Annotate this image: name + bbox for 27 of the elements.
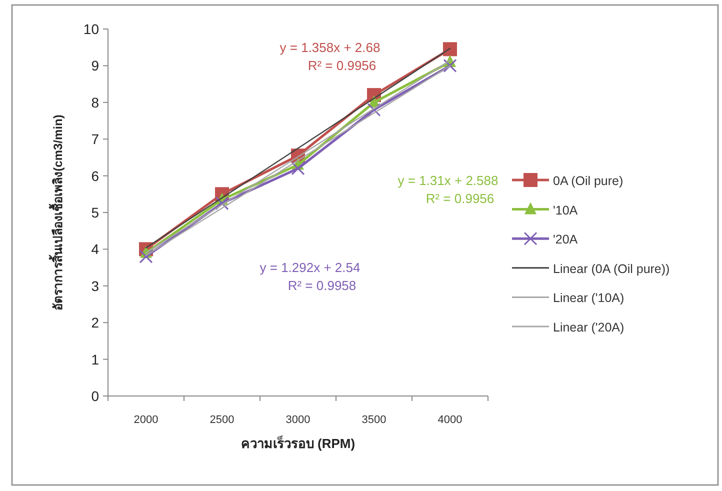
legend-label: Linear (0A (Oil pure)) <box>553 262 670 276</box>
x-tick-label: 3500 <box>362 414 386 426</box>
y-tick-label: 4 <box>91 241 100 258</box>
y-tick-label: 5 <box>91 204 100 220</box>
y-tick-label: 7 <box>91 131 100 148</box>
y-tick-label: 2 <box>91 314 100 331</box>
y-tick-label: 0 <box>91 388 100 404</box>
x-axis-title: ความเร็วรอบ (RPM) <box>240 434 356 451</box>
y-tick-label: 10 <box>83 21 100 37</box>
y-tick-label: 9 <box>91 58 100 74</box>
legend-label: '10A <box>553 203 578 218</box>
annotation: y = 1.31x + 2.588 R² = 0.9956 <box>398 173 498 206</box>
y-tick-label: 8 <box>91 94 100 110</box>
y-tick-label: 6 <box>91 168 100 184</box>
y-tick-label: 1 <box>91 351 100 368</box>
y-tick-label: 3 <box>91 278 100 294</box>
x-tick-label: 2000 <box>134 414 158 426</box>
x-tick-label: 4000 <box>438 414 462 426</box>
legend-label: '20A <box>553 232 578 247</box>
annotation: y = 1.292x + 2.54 R² = 0.9958 <box>260 260 360 293</box>
y-axis-title: อัตราการสิ้นเปลืองเชื้อเพลิง(cm3/min) <box>48 114 65 310</box>
legend-label: Linear ('10A) <box>553 291 624 306</box>
x-tick-label: 2500 <box>210 414 234 426</box>
legend-label: Linear ('20A) <box>553 320 624 334</box>
annotation: y = 1.358x + 2.68 R² = 0.9956 <box>280 40 380 73</box>
legend-label: 0A (Oil pure) <box>553 174 624 188</box>
x-tick-label: 3000 <box>286 414 310 426</box>
